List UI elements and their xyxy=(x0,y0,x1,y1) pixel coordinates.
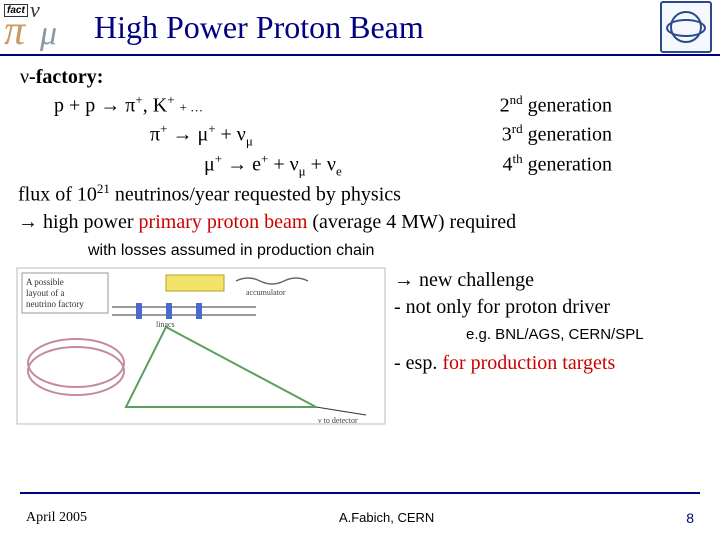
driver-line: - not only for proton driver xyxy=(394,294,708,321)
right-column: → new challenge - not only for proton dr… xyxy=(386,267,708,425)
cern-logo xyxy=(660,1,712,53)
schematic-svg: A possible layout of a neutrino factory … xyxy=(16,267,386,425)
page-title: High Power Proton Beam xyxy=(94,9,660,46)
targets-highlight: for production targets xyxy=(442,352,615,374)
decay-reaction: μ+ → e+ + νμ + νe xyxy=(18,150,342,180)
decay-reaction: π+ → μ+ + νμ xyxy=(18,120,253,150)
svg-text:accumulator: accumulator xyxy=(246,288,286,297)
factory-heading: ν-factory: xyxy=(20,64,700,91)
content: ν-factory: p + p → π+, K+ + … 2nd generat… xyxy=(0,56,720,261)
diagram-caption-1: A possible xyxy=(26,277,64,287)
decay-generation: 4th generation xyxy=(502,150,700,180)
losses-note: with losses assumed in production chain xyxy=(88,240,700,262)
targets-line: - esp. for production targets xyxy=(394,350,708,377)
footer-rule xyxy=(20,492,700,494)
decay-generation: 3rd generation xyxy=(502,120,700,150)
header: π μ ν fact High Power Proton Beam xyxy=(0,0,720,56)
decay-row: μ+ → e+ + νμ + νe 4th generation xyxy=(18,150,700,180)
decay-reaction: p + p → π+, K+ + … xyxy=(18,91,203,120)
flux-line: flux of 1021 neutrinos/year requested by… xyxy=(18,180,700,209)
nu-glyph: ν xyxy=(30,0,40,23)
footer-date: April 2005 xyxy=(26,510,87,526)
decay-row: π+ → μ+ + νμ 3rd generation xyxy=(18,120,700,150)
requirement-line: → high power primary proton beam (averag… xyxy=(18,209,700,236)
challenge-line: → new challenge xyxy=(394,267,708,294)
fact-label: fact xyxy=(4,4,28,17)
svg-text:ν to detector: ν to detector xyxy=(318,416,358,425)
example-line: e.g. BNL/AGS, CERN/SPL xyxy=(466,325,708,345)
nu-symbol: ν xyxy=(20,66,29,88)
decay-chain: p + p → π+, K+ + …2nd generationπ+ → μ+ … xyxy=(18,91,700,180)
req-prefix: → high power xyxy=(18,211,139,233)
mid-row: A possible layout of a neutrino factory … xyxy=(0,267,720,425)
targets-prefix: - esp. xyxy=(394,352,442,374)
decay-row: p + p → π+, K+ + … 2nd generation xyxy=(18,91,700,120)
flux-exponent: 21 xyxy=(97,181,110,196)
footer-author: A.Fabich, CERN xyxy=(339,510,434,526)
req-suffix: (average 4 MW) required xyxy=(307,211,516,233)
req-highlight: primary proton beam xyxy=(139,211,308,233)
flux-prefix: flux of 10 xyxy=(18,184,97,206)
svg-text:linacs: linacs xyxy=(156,320,175,329)
footer-page: 8 xyxy=(686,510,694,526)
mu-glyph: μ xyxy=(40,15,57,53)
footer: April 2005 A.Fabich, CERN 8 xyxy=(0,510,720,526)
logo-left: π μ ν fact xyxy=(0,1,84,53)
diagram-caption-3: neutrino factory xyxy=(26,299,84,309)
flux-suffix: neutrinos/year requested by physics xyxy=(110,184,401,206)
factory-label: -factory: xyxy=(29,66,103,88)
decay-generation: 2nd generation xyxy=(500,91,700,120)
schematic-diagram: A possible layout of a neutrino factory … xyxy=(16,267,386,425)
diagram-caption-2: layout of a xyxy=(26,288,65,298)
